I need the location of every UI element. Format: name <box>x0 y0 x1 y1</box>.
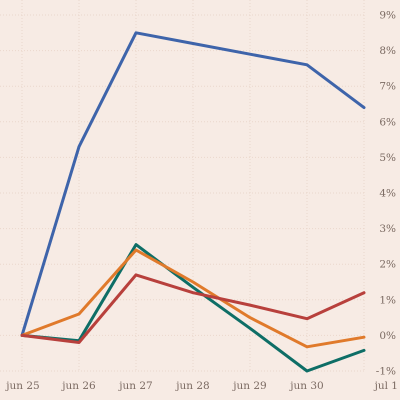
y-tick-label: -1% <box>376 366 396 378</box>
y-tick-label: 5% <box>379 152 396 164</box>
y-tick-label: 1% <box>379 294 396 306</box>
series-line-3 <box>20 248 366 349</box>
x-tick-label: jun 30 <box>288 380 323 392</box>
y-axis-ticks: -1% 0% 1% 2% 3% 4% 5% 6% 7% 8% 9% <box>376 10 396 378</box>
series-line-1 <box>20 31 366 337</box>
grid <box>0 0 365 372</box>
y-tick-label: 2% <box>379 259 396 271</box>
y-tick-label: 6% <box>379 116 396 128</box>
series-lines <box>20 31 366 373</box>
x-tick-label: jun 25 <box>4 380 39 392</box>
series-line-4 <box>20 273 366 344</box>
y-tick-label: 3% <box>379 223 396 235</box>
y-tick-label: 8% <box>379 45 396 57</box>
x-tick-label: jun 29 <box>231 380 266 392</box>
x-tick-label: jun 26 <box>60 380 96 392</box>
y-tick-label: 7% <box>379 81 396 93</box>
x-tick-label: jul 1 <box>373 380 398 392</box>
x-axis-ticks: jun 25 jun 26 jun 27 jun 28 jun 29 jun 30 jul … <box>4 380 398 392</box>
series-line-2 <box>20 243 366 373</box>
x-tick-label: jun 28 <box>174 380 209 392</box>
x-tick-label: jun 27 <box>117 380 152 392</box>
y-tick-label: 4% <box>379 188 396 200</box>
y-tick-label: 9% <box>379 10 396 22</box>
y-tick-label: 0% <box>379 330 396 342</box>
